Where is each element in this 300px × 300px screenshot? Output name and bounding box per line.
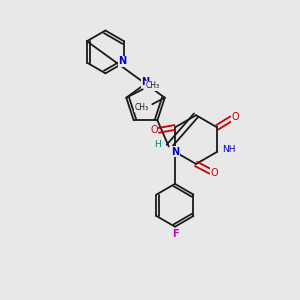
Text: N: N [171,147,179,157]
Text: CH₃: CH₃ [146,81,160,90]
Text: N: N [142,77,150,87]
Text: O: O [211,168,218,178]
Text: O: O [150,125,158,135]
Text: O: O [232,112,239,122]
Text: H: H [154,140,161,149]
Text: F: F [172,229,178,239]
Text: NH: NH [222,145,235,154]
Text: N: N [118,56,127,66]
Text: CH₃: CH₃ [135,103,149,112]
